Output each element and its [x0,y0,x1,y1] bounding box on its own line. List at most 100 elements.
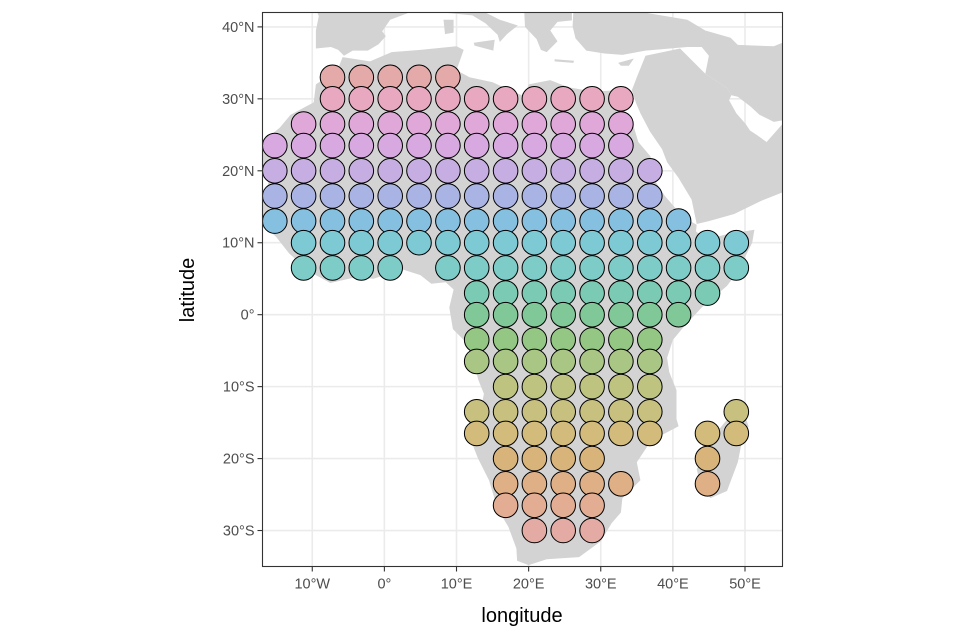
grid-cell [435,64,461,91]
grid-cell [348,229,375,256]
grid-cell [290,229,317,256]
grid-cell [492,86,519,112]
grid-cell [550,471,577,497]
grid-cell [492,492,519,519]
panel-border [261,11,784,568]
axis-ticks [257,26,746,572]
grid-cell [550,86,577,112]
grid-cell [550,183,577,209]
grid-cell [463,280,490,306]
grid-cell [406,229,432,256]
grid-cell [579,158,605,184]
x-axis-title: longitude [481,605,562,627]
grid-cell [521,471,548,497]
grid-cell [550,158,577,184]
grid-cell [521,132,548,159]
grid-cell [521,420,548,447]
grid-cell [492,229,519,256]
grid-cell [463,399,490,425]
land-sardinia [443,19,454,35]
grid-cell [492,327,519,353]
grid-cell [608,327,634,353]
grid-cell [406,183,432,209]
grid-cell [579,86,605,112]
grid-cell [290,255,317,281]
grid-cell [665,208,692,234]
grid-cell [492,399,519,425]
grid-cell [550,445,577,472]
grid-cell [579,301,605,328]
y-tick-label: 30°S [223,524,255,540]
grid-cell [319,208,346,234]
grid-cell [377,183,404,209]
grid-cell [579,255,605,281]
grid-cell [463,348,490,375]
grid-cell [637,373,663,400]
grid-cell [694,445,721,472]
grid-cell [550,399,577,425]
grid-cell [608,255,634,281]
grid-cell [348,111,375,137]
grid-cell [550,517,577,544]
grid-cell [406,111,432,137]
grid-cell [637,420,663,447]
x-tick-label: 20°E [513,577,545,593]
grid-cell [723,229,750,256]
grid-cell [262,208,288,234]
grid-cell [348,183,375,209]
grid-cell [521,399,548,425]
grid-cell [492,111,519,137]
grid-cell [262,132,288,159]
grid-cell [435,183,461,209]
grid-cell [463,420,490,447]
grid-cell [463,132,490,159]
grid-cell [262,158,288,184]
grid-cell [492,132,519,159]
grid-cell [406,208,432,234]
grid-cell [319,158,346,184]
grid-cell [262,183,288,209]
x-tick-label: 10°E [441,577,473,593]
grid-cell [608,86,634,112]
grid-cell [579,208,605,234]
grid-cell [521,183,548,209]
grid-cell [435,229,461,256]
land-greece [524,12,572,53]
grid-cell [579,517,605,544]
grid-cell [377,255,404,281]
y-tick-label: 40°N [222,20,254,36]
grid-cell [608,208,634,234]
grid-cell [492,420,519,447]
grid-cell [550,111,577,137]
grid-cell [348,158,375,184]
y-tick-label: 20°S [223,452,255,468]
grid-cell [608,301,634,328]
grid-cell [406,158,432,184]
grid-cell [694,280,721,306]
grid-cell [637,327,663,353]
grid-cell [290,183,317,209]
grid-cell [694,255,721,281]
land-iberia [315,12,408,56]
grid-cell [435,255,461,281]
grid-cell [463,327,490,353]
x-tick-label: 50°E [729,577,761,593]
grid-cell [492,255,519,281]
grid-cell [550,420,577,447]
grid-cell [521,208,548,234]
grid-cell [608,348,634,375]
grid-cell [608,420,634,447]
grid-cell [608,280,634,306]
grid-cell [637,255,663,281]
y-tick-label: 0° [241,308,255,324]
grid-cell [550,373,577,400]
grid-cell [492,445,519,472]
grid-cell [521,348,548,375]
grid-cell [492,348,519,375]
grid-cell [579,132,605,159]
y-tick-label: 10°N [222,236,254,252]
land-iran [701,30,783,122]
grid-cell [550,229,577,256]
grid-cell [319,132,346,159]
